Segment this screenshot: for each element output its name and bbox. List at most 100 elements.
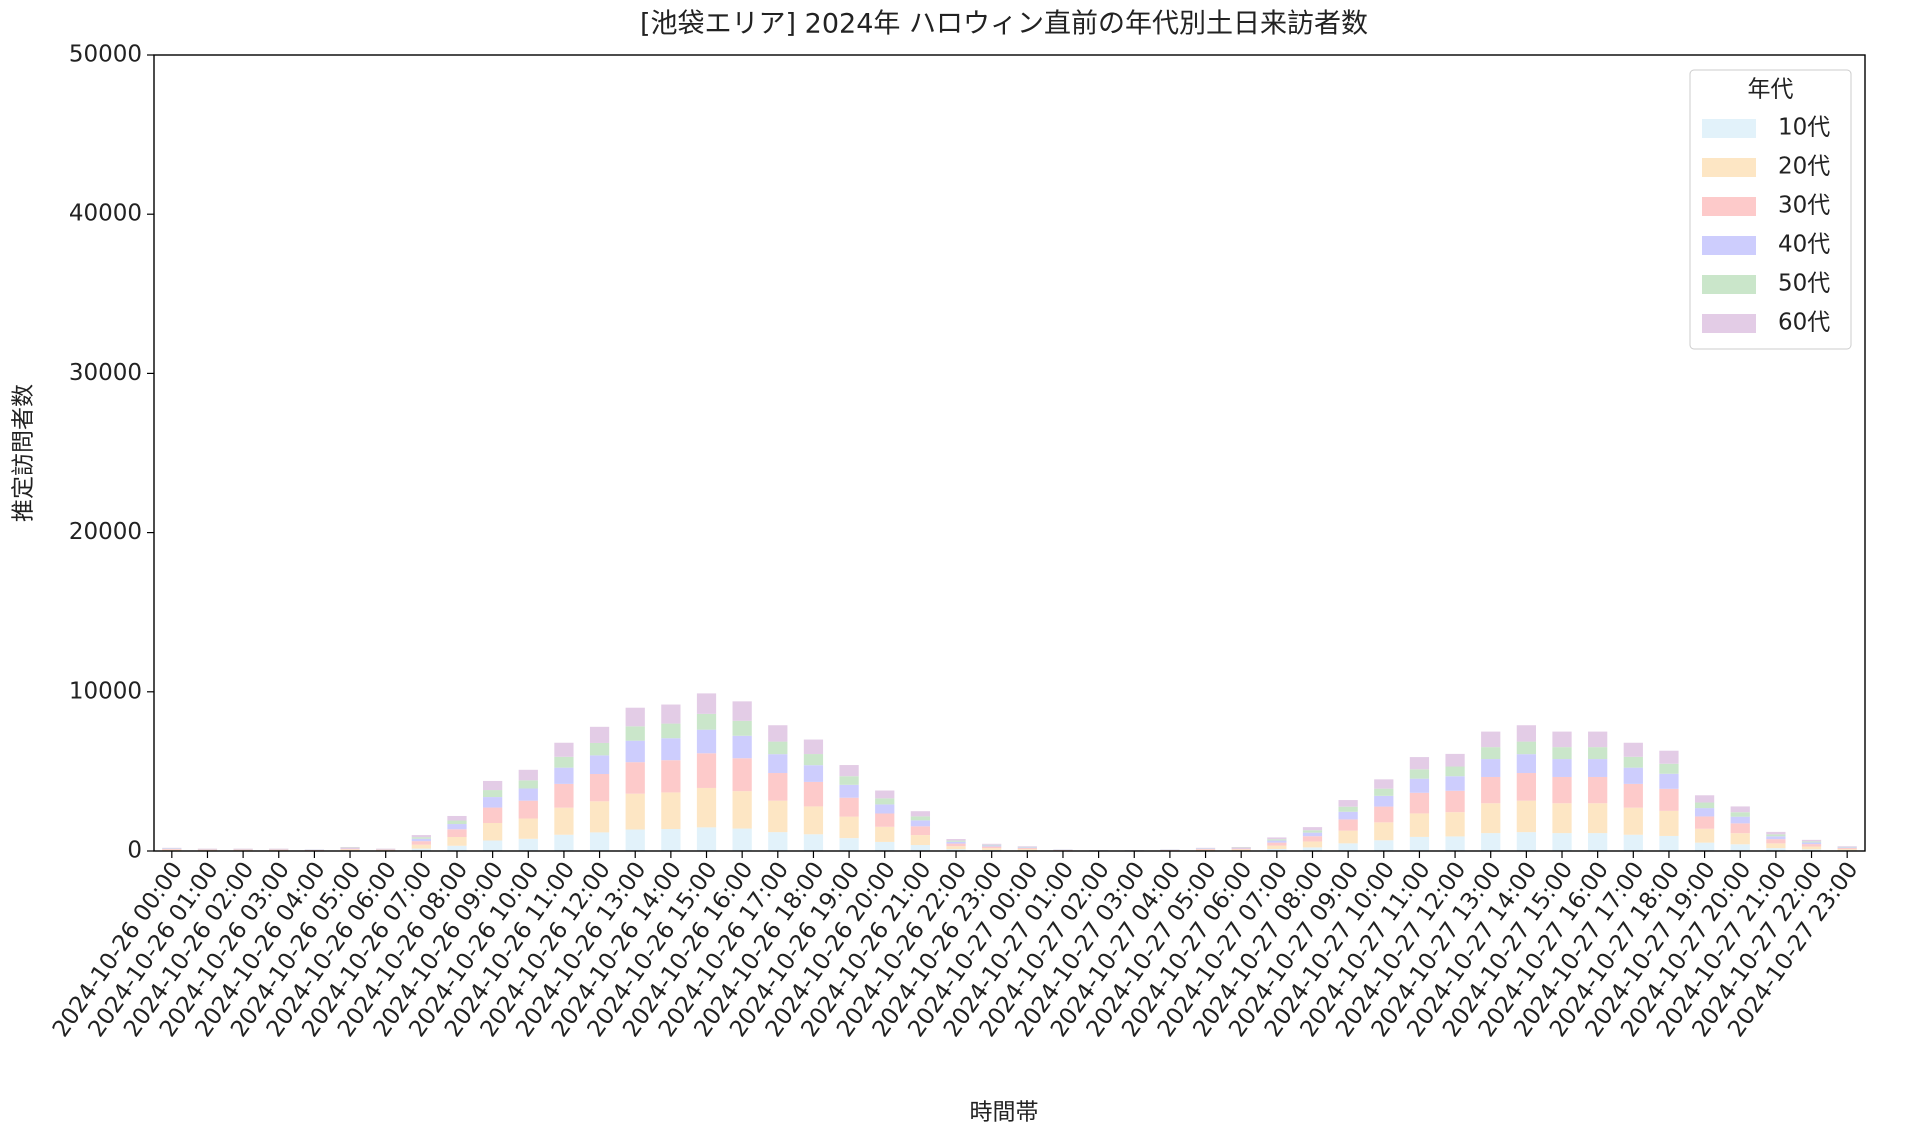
bar-segment [1445, 812, 1465, 837]
bar-segment [1694, 816, 1715, 829]
bar-segment [1516, 754, 1536, 774]
bar-segment [483, 840, 503, 851]
bar-segment [1267, 845, 1287, 849]
bar-segment [589, 832, 610, 851]
bar-segment [875, 813, 895, 827]
bar-segment [1409, 778, 1430, 793]
bar-segment [554, 783, 574, 808]
legend-label: 30代 [1778, 193, 1830, 219]
bar-segment [162, 849, 182, 851]
bar-segment [875, 841, 895, 851]
bar-segment [625, 707, 645, 727]
bar-segment [946, 843, 966, 847]
bar-segment [768, 725, 788, 742]
bar-segment [197, 849, 218, 851]
bar-segment [1516, 800, 1536, 833]
bar-segment [554, 767, 574, 784]
bar-segment [732, 791, 752, 829]
bar-segment [340, 847, 360, 849]
bar-segment [1231, 846, 1251, 848]
bar-segment [1694, 842, 1715, 851]
bar-segment [696, 713, 717, 730]
bar-segment [910, 816, 931, 821]
bar-segment [1338, 811, 1358, 820]
legend-swatch [1702, 236, 1756, 255]
bar-segment [1801, 839, 1822, 842]
bar-segment [1516, 832, 1536, 851]
bar-segment [910, 826, 931, 836]
bar-segment [447, 820, 467, 825]
legend-swatch [1702, 314, 1756, 333]
bar-segment [661, 760, 681, 793]
bar-segment [1374, 806, 1394, 823]
bar-segment [732, 735, 752, 759]
bar-segment [447, 829, 467, 837]
bar-segment [839, 776, 859, 785]
bar-segment [661, 704, 681, 724]
bar-segment [554, 756, 574, 768]
bar-segment [1338, 806, 1358, 812]
bar-segment [1801, 844, 1822, 847]
bar-segment [803, 806, 824, 835]
bar-segment [1588, 759, 1608, 777]
y-tick-label: 20000 [69, 519, 142, 545]
bar-segment [1409, 836, 1430, 851]
bar-segment [447, 845, 467, 851]
bar-segment [1338, 843, 1358, 851]
bar-segment [696, 787, 717, 828]
bar-segment [483, 807, 503, 823]
bar-segment [910, 811, 931, 817]
bar-segment [1231, 848, 1251, 850]
bar-segment [483, 822, 503, 841]
bar-segment [1730, 816, 1750, 824]
bar-segment [982, 843, 1002, 845]
bar-segment [875, 798, 895, 805]
bar-segment [1481, 747, 1501, 760]
bar-segment [1409, 813, 1430, 837]
bar-segment [625, 793, 645, 830]
bar-segment [625, 726, 645, 741]
bar-segment [1338, 819, 1358, 831]
bar-segment [1837, 848, 1857, 850]
plot-frame [153, 54, 1866, 852]
y-tick-label: 10000 [69, 678, 142, 704]
bar-segment [768, 773, 788, 801]
bar-segment [1481, 759, 1501, 777]
legend-swatch [1702, 275, 1756, 294]
bar-segment [1766, 839, 1786, 844]
bar-segment [803, 739, 824, 755]
bar-segment [803, 781, 824, 807]
bar-segment [1516, 773, 1536, 801]
bar-segment [1552, 776, 1572, 804]
bar-segment [1302, 827, 1323, 831]
legend-swatch [1702, 119, 1756, 138]
bar-segment [1445, 776, 1465, 791]
bar-segment [768, 832, 788, 851]
bar-segment [1552, 731, 1572, 748]
bar-segment [1374, 822, 1394, 841]
bar-segment [233, 849, 253, 851]
bar-segment [1588, 776, 1608, 804]
bar-segment [483, 780, 503, 791]
bar-segment [1837, 846, 1857, 847]
bar-segment [1623, 807, 1643, 835]
bar-segment [732, 701, 752, 721]
bar-segment [910, 820, 931, 827]
bar-segment [875, 804, 895, 814]
bar-segment [875, 790, 895, 799]
bar-segment [946, 841, 966, 844]
bar-segment [1623, 756, 1643, 768]
bar-segment [1766, 831, 1786, 835]
bar-segment [661, 723, 681, 739]
bar-segment [411, 835, 431, 838]
bar-segment [839, 838, 859, 851]
bar-segment [411, 837, 431, 839]
bar-segment [839, 765, 859, 777]
bar-segment [1267, 842, 1287, 846]
bar-segment [518, 788, 538, 801]
legend-swatch [1702, 197, 1756, 216]
bar-segment [589, 726, 610, 743]
bar-segment [162, 849, 182, 850]
chart-title: [池袋エリア] 2024年 ハロウィン直前の年代別土日来訪者数 [640, 9, 1368, 40]
